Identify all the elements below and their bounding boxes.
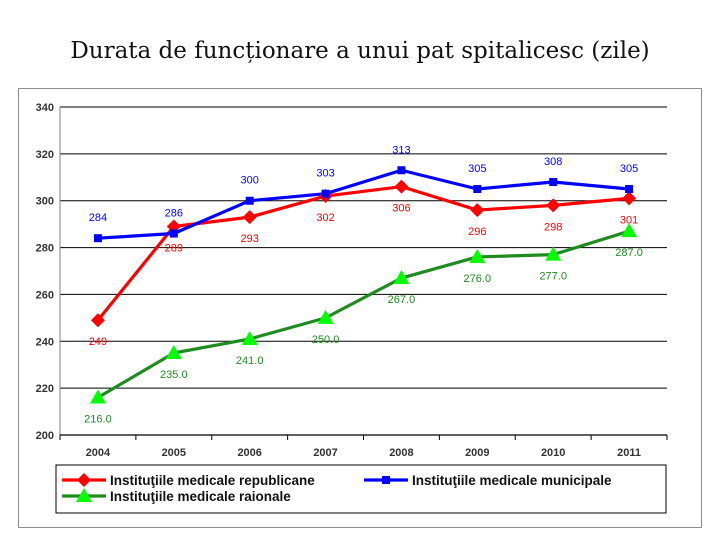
data-label-institutiile-medicale-republicane: 249 [89, 336, 107, 348]
data-label-institutiile-medicale-republicane: 298 [544, 221, 562, 233]
y-tick-label: 320 [36, 149, 54, 161]
data-label-institutiile-medicale-municipale: 284 [89, 212, 107, 224]
data-point-institutiile-medicale-municipale [625, 185, 634, 193]
data-point-institutiile-medicale-republicane [90, 313, 105, 328]
axes [59, 107, 668, 440]
series-line-institutiile-medicale-municipale [97, 168, 630, 240]
x-tick-label: 2006 [237, 447, 261, 459]
data-label-institutiile-medicale-municipale: 305 [620, 163, 638, 175]
x-tick-label: 2011 [617, 447, 641, 459]
y-tick-label: 300 [36, 196, 54, 208]
data-label-institutiile-medicale-raionale: 287.0 [615, 247, 643, 259]
y-tick-label: 280 [36, 243, 54, 255]
y-tick-labels: 200 220 240 260 280 300 320 340 [36, 102, 54, 442]
data-point-institutiile-medicale-municipale [245, 196, 254, 205]
x-tick-label: 2009 [465, 447, 489, 459]
legend-label-institutiile-medicale-raionale: Instituţiile medicale raionale [110, 489, 291, 504]
chart-title: Durata de funcționare a unui pat spitali… [70, 38, 650, 64]
data-point-institutiile-medicale-municipale [473, 185, 482, 193]
data-point-institutiile-medicale-raionale [317, 309, 334, 324]
data-label-institutiile-medicale-republicane: 296 [468, 226, 486, 238]
data-point-institutiile-medicale-raionale [241, 330, 258, 345]
y-tick-label: 340 [36, 102, 54, 114]
y-tick-label: 260 [36, 289, 54, 301]
chart-area: 200 220 240 260 280 300 320 340 2004 2005 2006 200… [18, 88, 702, 528]
data-label-institutiile-medicale-republicane: 306 [392, 203, 410, 215]
data-label-institutiile-medicale-raionale: 277.0 [539, 271, 567, 283]
data-label-institutiile-medicale-raionale: 250.0 [312, 334, 340, 346]
data-point-institutiile-medicale-republicane [622, 191, 637, 206]
data-point-institutiile-medicale-raionale [89, 389, 106, 404]
data-point-institutiile-medicale-republicane [394, 179, 409, 194]
data-label-institutiile-medicale-republicane: 302 [316, 212, 334, 224]
data-point-institutiile-medicale-republicane [470, 203, 485, 218]
data-point-institutiile-medicale-municipale [93, 234, 102, 243]
data-label-institutiile-medicale-municipale: 313 [392, 144, 410, 156]
y-tick-label: 220 [36, 383, 54, 395]
data-point-institutiile-medicale-republicane [242, 210, 257, 225]
legend-label-institutiile-medicale-municipale: Instituţiile medicale municipale [412, 473, 612, 488]
data-point-institutiile-medicale-raionale [393, 270, 410, 285]
data-labels: 249 289 293 302 306 296 298 301 284 286 300 303 313 3… [84, 144, 643, 425]
data-label-institutiile-medicale-municipale: 303 [316, 168, 334, 180]
data-point-institutiile-medicale-municipale [397, 166, 406, 175]
data-label-institutiile-medicale-raionale: 267.0 [388, 294, 416, 306]
gridlines [60, 106, 667, 436]
legend-marker-institutiile-medicale-raionale [76, 488, 92, 502]
data-point-institutiile-medicale-raionale [165, 345, 182, 359]
series-group [89, 166, 638, 404]
legend-box [55, 464, 667, 514]
x-tick-label: 2010 [541, 447, 565, 459]
data-point-institutiile-medicale-republicane [546, 198, 561, 213]
y-tick-label: 200 [36, 430, 54, 442]
x-tick-label: 2007 [313, 447, 337, 459]
data-point-institutiile-medicale-raionale [469, 248, 486, 263]
data-point-institutiile-medicale-municipale [549, 177, 558, 186]
data-label-institutiile-medicale-raionale: 241.0 [236, 355, 264, 367]
x-tick-labels: 2004 2005 2006 2007 2008 2009 2010 2011 [86, 447, 641, 459]
series-line-institutiile-medicale-republicane [96, 185, 630, 322]
data-point-institutiile-medicale-raionale [545, 246, 562, 261]
legend-marker-institutiile-medicale-republicane [77, 473, 91, 487]
data-point-institutiile-medicale-municipale [169, 229, 178, 238]
data-label-institutiile-medicale-republicane: 301 [620, 214, 638, 226]
x-tick-label: 2005 [162, 447, 186, 459]
data-label-institutiile-medicale-raionale: 235.0 [160, 369, 188, 381]
y-tick-label: 240 [36, 336, 54, 348]
data-label-institutiile-medicale-municipale: 305 [468, 163, 486, 175]
x-tick-label: 2008 [389, 447, 413, 459]
x-tick-label: 2004 [86, 447, 111, 459]
data-label-institutiile-medicale-republicane: 293 [241, 233, 259, 245]
data-label-institutiile-medicale-raionale: 216.0 [84, 414, 112, 426]
data-label-institutiile-medicale-municipale: 286 [165, 208, 183, 220]
data-label-institutiile-medicale-raionale: 276.0 [464, 273, 492, 285]
series-line-institutiile-medicale-raionale [97, 229, 630, 399]
legend-marker-institutiile-medicale-municipale [382, 476, 390, 484]
data-point-institutiile-medicale-municipale [321, 189, 330, 198]
data-label-institutiile-medicale-municipale: 300 [241, 175, 259, 187]
data-label-institutiile-medicale-republicane: 289 [165, 242, 183, 254]
data-label-institutiile-medicale-municipale: 308 [544, 156, 562, 168]
data-point-institutiile-medicale-raionale [621, 223, 638, 238]
legend-label-institutiile-medicale-republicane: Instituţiile medicale republicane [110, 473, 315, 488]
legend: Instituţiile medicale republicane Institu… [55, 464, 667, 514]
